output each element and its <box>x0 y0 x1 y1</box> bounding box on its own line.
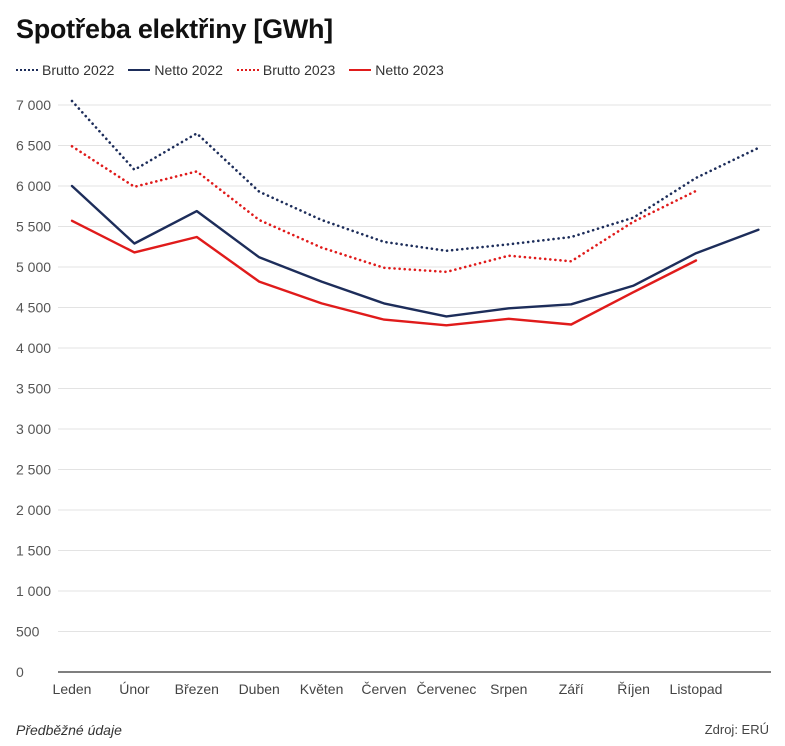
legend-swatch-brutto-2022 <box>16 69 38 71</box>
footer-note: Předběžné údaje <box>16 722 122 738</box>
legend-item-netto-2023: Netto 2023 <box>349 62 444 78</box>
y-tick-label: 2 000 <box>16 502 51 518</box>
y-tick-label: 4 500 <box>16 300 51 316</box>
x-tick-label: Září <box>559 681 584 697</box>
series-lines <box>70 99 760 327</box>
legend-item-brutto-2023: Brutto 2023 <box>236 62 336 78</box>
y-axis-ticks: 0 500 1 000 1 500 2 000 2 500 3 000 3 500 4 000 4… <box>16 97 51 680</box>
y-tick-label: 500 <box>16 624 40 640</box>
y-tick-label: 6 500 <box>16 138 51 154</box>
series-line-netto-2023 <box>70 219 698 327</box>
x-tick-label: Březen <box>175 681 219 697</box>
series-line-brutto-2022 <box>70 99 760 253</box>
x-tick-label: Duben <box>239 681 280 697</box>
y-tick-label: 5 500 <box>16 219 51 235</box>
legend-label-brutto-2023: Brutto 2023 <box>262 62 336 78</box>
x-tick-label: Květen <box>300 681 344 697</box>
legend-swatch-netto-2022 <box>128 69 151 71</box>
legend-label-netto-2023: Netto 2023 <box>375 62 444 78</box>
legend-item-netto-2022: Netto 2022 <box>128 62 223 78</box>
source-note: Zdroj: ERÚ <box>704 722 769 737</box>
y-tick-label: 7 000 <box>16 97 51 113</box>
legend-swatch-netto-2023 <box>349 69 372 71</box>
x-tick-label: Červenec <box>416 681 476 697</box>
x-tick-label: Srpen <box>490 681 527 697</box>
grid <box>58 104 771 673</box>
y-tick-label: 3 000 <box>16 421 51 437</box>
x-tick-label: Listopad <box>670 681 723 697</box>
series-line-brutto-2023 <box>70 145 698 274</box>
series-line-netto-2022 <box>70 184 760 318</box>
y-tick-label: 4 000 <box>16 340 51 356</box>
y-tick-label: 1 000 <box>16 583 51 599</box>
x-axis-ticks: Leden Únor Březen Duben Květen Červen Červenec… <box>53 681 723 697</box>
y-tick-label: 3 500 <box>16 381 51 397</box>
legend-label-brutto-2022: Brutto 2022 <box>42 62 115 78</box>
legend-item-brutto-2022: Brutto 2022 <box>16 62 114 78</box>
y-tick-label: 6 000 <box>16 178 51 194</box>
y-tick-label: 1 500 <box>16 543 51 559</box>
x-tick-label: Leden <box>53 681 92 697</box>
legend-swatch-brutto-2023 <box>236 69 259 71</box>
x-tick-label: Červen <box>361 681 406 697</box>
y-tick-label: 5 000 <box>16 259 51 275</box>
x-tick-label: Říjen <box>617 681 650 697</box>
y-tick-label: 2 500 <box>16 462 51 478</box>
legend: Brutto 2022 Netto 2022 Brutto 2023 Netto… <box>16 62 458 78</box>
x-tick-label: Únor <box>119 681 150 697</box>
chart-title: Spotřeba elektřiny [GWh] <box>16 14 333 44</box>
y-tick-label: 0 <box>16 664 24 680</box>
legend-label-netto-2022: Netto 2022 <box>154 62 223 78</box>
